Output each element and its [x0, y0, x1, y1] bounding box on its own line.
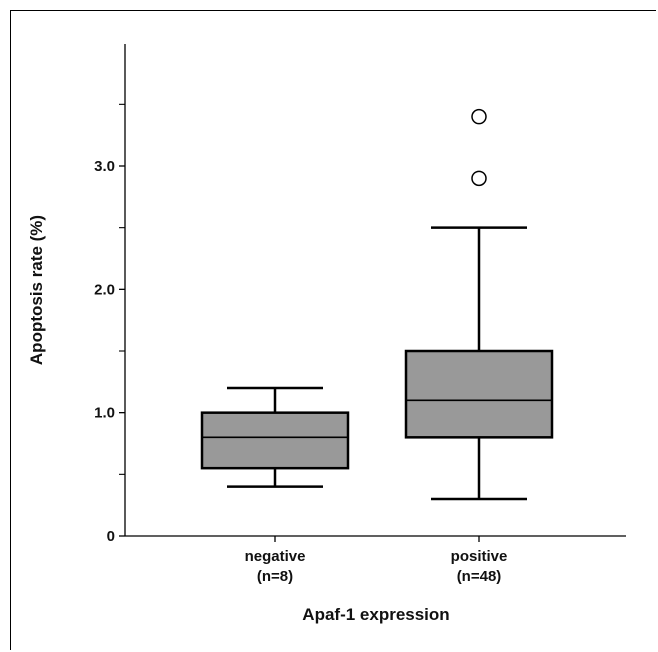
y-tick-label: 0	[107, 528, 115, 545]
x-tick-n-label: (n=8)	[257, 568, 293, 585]
outlier-point	[471, 170, 487, 187]
marks	[200, 108, 554, 501]
x-tick-n-label: (n=48)	[457, 568, 502, 585]
x-tick-label: positive	[451, 548, 508, 565]
y-tick-label: 1.0	[94, 405, 115, 422]
box-iqr	[200, 411, 350, 470]
outlier-point	[471, 108, 487, 125]
y-tick-label: 3.0	[94, 158, 115, 175]
y-axis-title: Apoptosis rate (%)	[27, 215, 46, 365]
box-iqr	[404, 349, 554, 439]
y-tick-label: 2.0	[94, 281, 115, 298]
axes: 0 1.0 2.0 3.0 negative (n=8) positive (n=48)	[94, 44, 626, 585]
x-axis-title: Apaf-1 expression	[302, 605, 449, 624]
x-tick-label: negative	[245, 548, 306, 565]
figure-frame	[10, 10, 656, 650]
